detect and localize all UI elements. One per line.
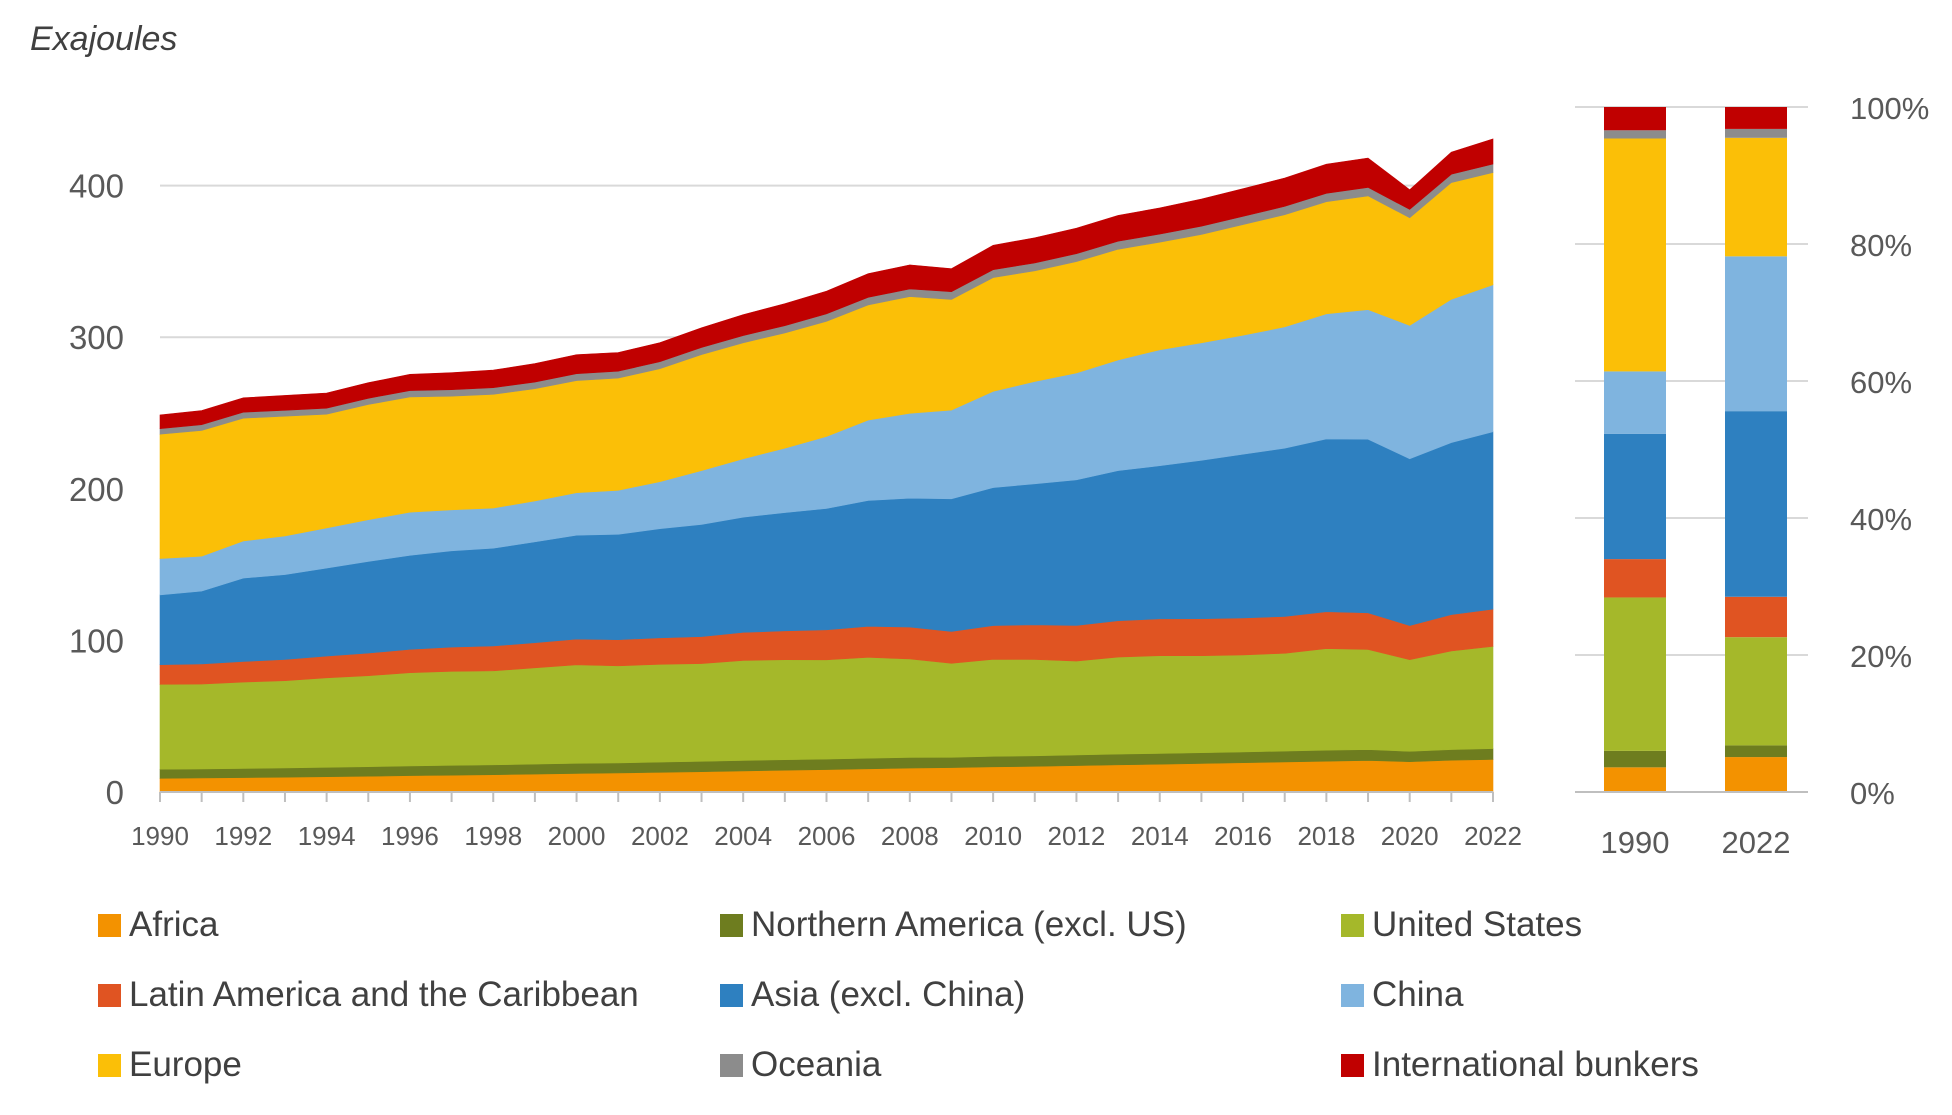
- legend-item-europe: Europe: [98, 1040, 242, 1090]
- legend-item-united-states: United States: [1341, 900, 1582, 950]
- bar-2022-europe: [1725, 137, 1787, 257]
- bar-1990-asia-excl-china: [1604, 433, 1666, 560]
- bar-y-tick-label-60: 60%: [1850, 365, 1912, 400]
- legend-swatch-latin-america: [98, 983, 121, 1007]
- legend-item-latin-america: Latin America and the Caribbean: [98, 970, 639, 1020]
- legend-label-europe: Europe: [129, 1045, 242, 1084]
- legend-label-northern-america: Northern America (excl. US): [751, 905, 1187, 944]
- x-tick-label-1996: 1996: [381, 821, 439, 851]
- bar-category-label-1990: 1990: [1601, 825, 1670, 860]
- x-tick-label-2014: 2014: [1131, 821, 1189, 851]
- legend-swatch-asia: [720, 983, 743, 1007]
- bar-1990-international-bunkers: [1604, 107, 1666, 131]
- y-tick-label-0: 0: [106, 774, 124, 811]
- legend-swatch-africa: [98, 913, 121, 937]
- x-tick-label-1998: 1998: [464, 821, 522, 851]
- area-series-international-bunkers: [159, 138, 1494, 429]
- x-tick-label-2006: 2006: [798, 821, 856, 851]
- x-tick-label-2000: 2000: [548, 821, 606, 851]
- bar-1990-china: [1604, 371, 1666, 434]
- y-tick-label-300: 300: [69, 319, 124, 356]
- legend-swatch-united-states: [1341, 913, 1364, 937]
- bar-2022-latin-america-and-the-caribbean: [1725, 596, 1787, 638]
- x-tick-label-2010: 2010: [964, 821, 1022, 851]
- x-tick-label-1994: 1994: [298, 821, 356, 851]
- bar-1990-oceania: [1604, 130, 1666, 139]
- legend-swatch-europe: [98, 1053, 121, 1077]
- bar-1990-europe: [1604, 138, 1666, 372]
- legend-label-china: China: [1372, 975, 1464, 1014]
- legend-label-asia: Asia (excl. China): [751, 975, 1026, 1014]
- legend-swatch-international-bunkers: [1341, 1053, 1364, 1077]
- legend-swatch-northern-america: [720, 913, 743, 937]
- bar-1990-united-states: [1604, 597, 1666, 751]
- bar-y-tick-label-40: 40%: [1850, 502, 1912, 537]
- legend-item-international-bunkers: International bunkers: [1341, 1040, 1699, 1090]
- x-tick-label-2002: 2002: [631, 821, 689, 851]
- legend-label-oceania: Oceania: [751, 1045, 882, 1084]
- x-tick-label-2004: 2004: [714, 821, 772, 851]
- y-tick-label-200: 200: [69, 471, 124, 508]
- legend-item-northern-america: Northern America (excl. US): [720, 900, 1187, 950]
- bar-2022-asia-excl-china: [1725, 411, 1787, 597]
- bar-y-tick-label-100: 100%: [1850, 91, 1929, 126]
- x-tick-label-2016: 2016: [1214, 821, 1272, 851]
- x-tick-label-1992: 1992: [214, 821, 272, 851]
- legend-swatch-china: [1341, 983, 1364, 1007]
- bar-y-tick-label-20: 20%: [1850, 639, 1912, 674]
- chart-legend: Africa Northern America (excl. US) Unite…: [98, 900, 1898, 1110]
- y-tick-label-100: 100: [69, 622, 124, 659]
- x-tick-label-2022: 2022: [1464, 821, 1522, 851]
- bar-2022-northern-america-excl-us: [1725, 745, 1787, 758]
- legend-label-united-states: United States: [1372, 905, 1583, 944]
- legend-label-africa: Africa: [129, 905, 219, 944]
- bar-y-tick-label-80: 80%: [1850, 228, 1912, 263]
- bar-category-label-2022: 2022: [1722, 825, 1791, 860]
- legend-item-china: China: [1341, 970, 1463, 1020]
- bar-1990-northern-america-excl-us: [1604, 750, 1666, 768]
- bar-2022-china: [1725, 256, 1787, 412]
- bar-2022-united-states: [1725, 637, 1787, 746]
- x-tick-label-2020: 2020: [1381, 821, 1439, 851]
- legend-swatch-oceania: [720, 1053, 743, 1077]
- bar-y-tick-label-0: 0%: [1850, 776, 1895, 811]
- bar-1990-africa: [1604, 767, 1666, 792]
- y-tick-label-400: 400: [69, 168, 124, 205]
- bar-1990-latin-america-and-the-caribbean: [1604, 559, 1666, 598]
- legend-item-asia: Asia (excl. China): [720, 970, 1025, 1020]
- bar-2022-international-bunkers: [1725, 107, 1787, 129]
- legend-label-latin-america: Latin America and the Caribbean: [129, 975, 639, 1014]
- y-axis-unit-label: Exajoules: [30, 20, 178, 58]
- x-tick-label-2018: 2018: [1297, 821, 1355, 851]
- x-tick-label-2012: 2012: [1048, 821, 1106, 851]
- legend-item-africa: Africa: [98, 900, 218, 950]
- legend-label-international-bunkers: International bunkers: [1372, 1045, 1699, 1084]
- bar-2022-oceania: [1725, 128, 1787, 138]
- bar-2022-africa: [1725, 757, 1787, 792]
- x-tick-label-2008: 2008: [881, 821, 939, 851]
- x-tick-label-1990: 1990: [131, 821, 189, 851]
- legend-item-oceania: Oceania: [720, 1040, 881, 1090]
